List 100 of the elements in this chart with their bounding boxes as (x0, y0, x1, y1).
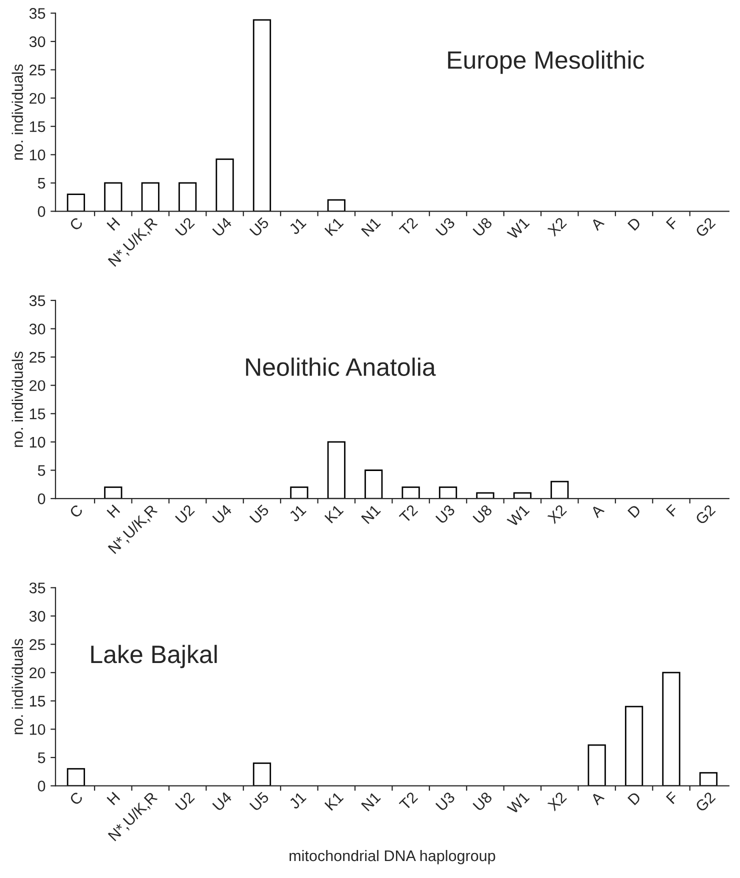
x-tick-label: T2 (398, 216, 418, 236)
y-tick-label: 20 (30, 380, 46, 392)
y-tick-label: 15 (30, 121, 46, 132)
x-tick-label: K1 (324, 504, 344, 524)
x-tick-label: U5 (249, 504, 270, 524)
x-tick-label: N1 (361, 504, 381, 524)
bar (104, 486, 122, 499)
x-tick-label: D (628, 504, 642, 518)
y-tick-label: 25 (30, 639, 46, 650)
y-tick-label: 5 (38, 178, 46, 189)
y-tick-label: 20 (30, 92, 46, 104)
bar (624, 706, 644, 786)
y-tick-label: 25 (30, 64, 46, 76)
x-tick-label: C (68, 216, 84, 232)
x-tick-label: X2 (546, 504, 567, 524)
x-tick-label: U8 (472, 791, 493, 812)
x-tick-label: W1 (506, 216, 530, 240)
x-tick-label: T2 (398, 504, 418, 524)
x-tick-label: J1 (288, 791, 307, 810)
x-tick-label: N1 (361, 791, 381, 812)
y-tick-label: 30 (29, 610, 46, 622)
y-tick-label: 5 (38, 752, 46, 764)
x-tick-label: U5 (249, 791, 270, 812)
x-tick-label: U3 (435, 216, 456, 237)
x-tick-label: A (590, 790, 605, 806)
y-tick-label: 30 (29, 324, 46, 334)
x-tick-label: U8 (472, 216, 493, 237)
bar (141, 182, 160, 212)
x-tick-label: U4 (212, 791, 232, 812)
x-tick-label: F (666, 791, 679, 804)
x-tick-label: U3 (435, 791, 456, 812)
y-tick-label: 25 (30, 352, 46, 363)
x-tick-label: F (666, 504, 679, 517)
x-tick-label: C (68, 791, 84, 806)
bar (252, 762, 272, 786)
x-tick-label: G2 (694, 504, 716, 526)
y-tick-label: 15 (30, 696, 46, 707)
x-tick-label: K1 (324, 791, 344, 811)
y-axis-title: no. individuals (12, 638, 23, 734)
x-tick-label: D (628, 216, 642, 231)
x-tick-label: A (590, 504, 605, 518)
x-tick-label: U4 (212, 504, 232, 524)
x-tick-label: K1 (324, 216, 344, 236)
x-tick-label: X2 (546, 791, 567, 812)
bar (104, 182, 122, 212)
bar (662, 672, 680, 786)
y-tick-label: 35 (29, 582, 46, 594)
y-tick-label: 10 (30, 150, 46, 160)
x-tick-label: C (68, 504, 84, 518)
bar (699, 772, 718, 786)
y-tick-label: 10 (30, 436, 46, 448)
x-tick-label: D (628, 791, 642, 806)
x-tick-label: T2 (398, 791, 418, 811)
text: Europe Mesolithic (448, 50, 644, 74)
x-tick-label: F (666, 216, 679, 230)
y-tick-label: 35 (29, 8, 46, 19)
y-tick-label: 0 (38, 780, 46, 792)
x-tick-label: X2 (546, 216, 567, 237)
x-tick-label: A (590, 216, 605, 232)
bar (588, 744, 606, 786)
y-tick-label: 0 (38, 493, 46, 504)
bar (66, 768, 86, 786)
x-tick-label: U2 (174, 216, 195, 237)
y-tick-label: 30 (29, 36, 46, 48)
bar (402, 486, 420, 499)
x-tick-label: G2 (694, 791, 716, 812)
x-axis-title: mitochondrial DNA haplogroup (290, 850, 496, 864)
x-tick-label: U5 (249, 216, 270, 237)
bar (178, 182, 197, 212)
y-axis-title: no. individuals (12, 64, 23, 160)
bar (438, 486, 458, 499)
bar (290, 486, 308, 499)
bar (513, 492, 532, 499)
bar (66, 194, 86, 212)
y-tick-label: 35 (29, 295, 46, 306)
y-tick-label: 0 (38, 206, 46, 217)
x-tick-label: N1 (361, 216, 381, 237)
y-axis-title: no. individuals (12, 352, 23, 447)
x-tick-label: U2 (174, 791, 195, 812)
bar (550, 480, 569, 499)
x-tick-label: W1 (506, 791, 530, 815)
bar (327, 199, 346, 212)
x-tick-label: W1 (506, 504, 530, 528)
bar (327, 441, 346, 499)
x-tick-label: J1 (288, 504, 307, 522)
x-tick-label: G2 (694, 216, 716, 238)
bar (252, 19, 272, 212)
x-tick-label: U2 (174, 504, 195, 524)
y-tick-label: 20 (30, 667, 46, 678)
x-tick-label: J1 (288, 216, 307, 236)
x-tick-label: U3 (435, 504, 456, 524)
bar (364, 470, 383, 499)
x-tick-label: U8 (472, 504, 493, 524)
y-tick-label: 10 (30, 724, 46, 735)
y-tick-label: 15 (30, 408, 46, 420)
x-tick-label: U4 (212, 216, 232, 237)
bar (216, 158, 234, 212)
y-tick-label: 5 (38, 465, 46, 476)
text: Lake Bajkal (91, 644, 217, 668)
bar (476, 492, 494, 499)
